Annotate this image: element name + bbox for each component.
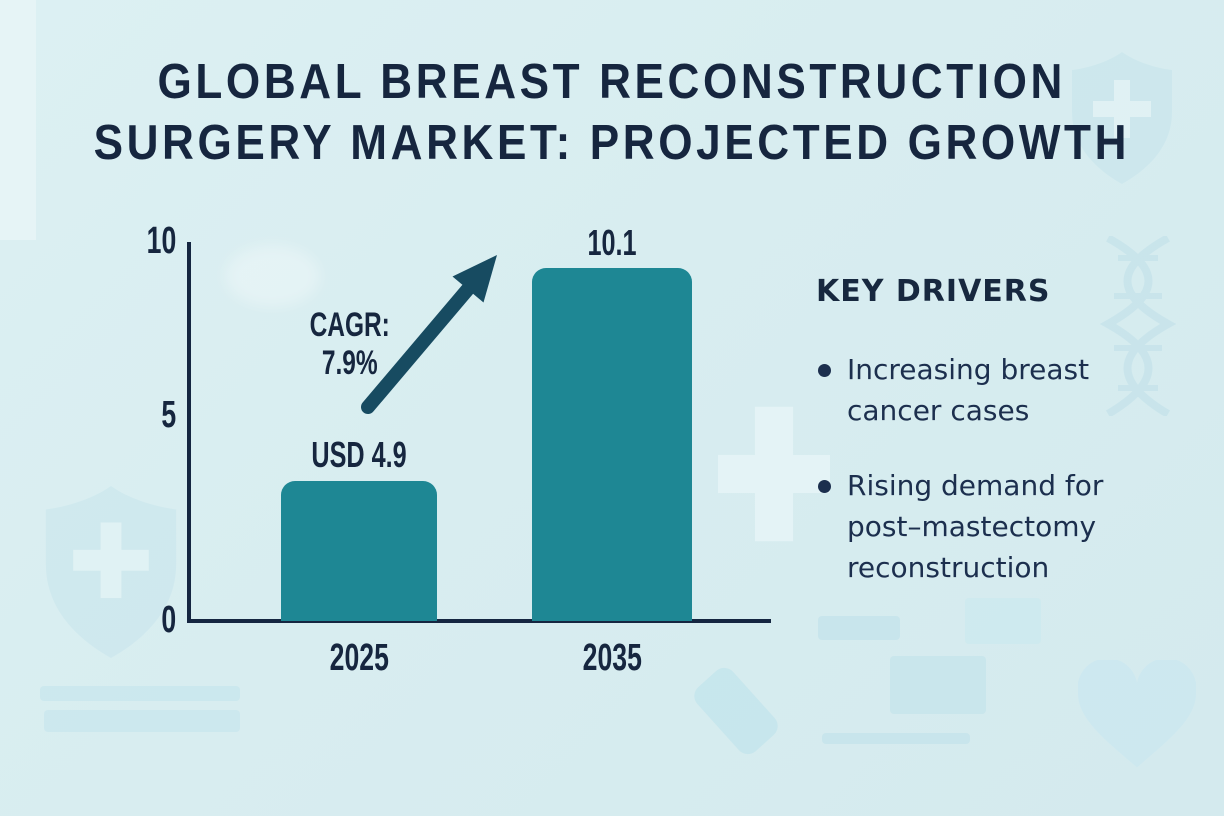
key-drivers-list: Increasing breast cancer cases Rising de…	[816, 349, 1146, 588]
page-title: GLOBAL BREAST RECONSTRUCTION SURGERY MAR…	[0, 52, 1224, 174]
bar-2035	[532, 268, 692, 621]
y-axis-tick-10: 10	[146, 220, 176, 262]
title-line-1: GLOBAL BREAST RECONSTRUCTION	[157, 55, 1067, 109]
heart-icon	[1078, 660, 1196, 768]
cagr-label: CAGR:	[309, 306, 391, 344]
cagr-annotation: CAGR: 7.9%	[262, 306, 438, 382]
plus-icon	[718, 406, 830, 542]
background-ghost-rect	[890, 656, 986, 714]
y-axis-line	[187, 242, 191, 623]
key-drivers-panel: KEY DRIVERS Increasing breast cancer cas…	[816, 274, 1146, 622]
bar-value-label-2035: 10.1	[587, 222, 637, 263]
list-item: Rising demand for post–mastectomy recons…	[816, 465, 1146, 588]
cagr-value: 7.9%	[322, 344, 378, 382]
y-axis-tick-0: 0	[161, 599, 176, 641]
background-ghost-rect	[40, 686, 240, 701]
y-axis-tick-5: 5	[161, 394, 176, 436]
x-axis-label-2025: 2025	[329, 637, 389, 679]
background-soft-blob	[225, 245, 320, 307]
background-ghost-rect	[44, 710, 240, 732]
key-driver-text: Increasing breast cancer cases	[847, 353, 1090, 427]
x-axis-label-2035: 2035	[582, 637, 642, 679]
bar-2025	[281, 481, 437, 621]
background-ghost-rect	[822, 733, 970, 744]
key-drivers-heading: KEY DRIVERS	[816, 274, 1051, 309]
bandage-icon	[689, 662, 783, 760]
title-line-2: SURGERY MARKET: PROJECTED GROWTH	[93, 116, 1131, 170]
x-axis-line	[187, 619, 771, 623]
key-driver-text: Rising demand for post–mastectomy recons…	[847, 469, 1104, 584]
bullet-icon	[818, 364, 831, 377]
list-item: Increasing breast cancer cases	[816, 349, 1146, 431]
bullet-icon	[818, 480, 831, 493]
growth-arrow-icon	[361, 255, 497, 414]
bar-value-label-2025: USD 4.9	[311, 434, 407, 475]
